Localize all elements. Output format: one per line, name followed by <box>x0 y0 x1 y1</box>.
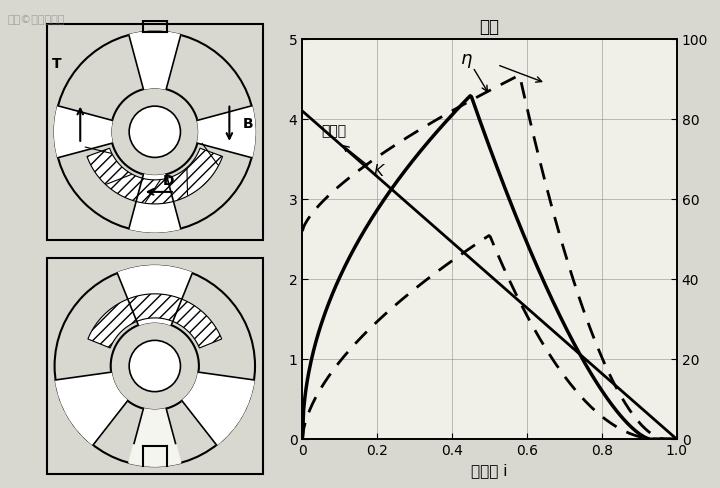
Text: K: K <box>374 163 384 179</box>
X-axis label: 传动比 i: 传动比 i <box>472 464 508 479</box>
Text: D: D <box>163 175 174 188</box>
Wedge shape <box>55 106 112 158</box>
Wedge shape <box>129 174 181 232</box>
Circle shape <box>129 106 181 158</box>
Text: $\eta$: $\eta$ <box>459 52 472 70</box>
Wedge shape <box>55 372 127 445</box>
Title: 效率: 效率 <box>480 18 500 36</box>
Text: 铁甲©工程机械网: 铁甲©工程机械网 <box>7 15 65 24</box>
Wedge shape <box>129 408 181 466</box>
Circle shape <box>129 340 181 392</box>
Wedge shape <box>182 372 254 445</box>
Polygon shape <box>87 148 222 204</box>
Wedge shape <box>197 106 255 158</box>
Polygon shape <box>88 294 222 348</box>
Text: B: B <box>243 117 253 131</box>
Text: 变矩比: 变矩比 <box>321 124 346 138</box>
Wedge shape <box>129 32 181 89</box>
Text: T: T <box>52 57 62 71</box>
Wedge shape <box>117 266 192 325</box>
